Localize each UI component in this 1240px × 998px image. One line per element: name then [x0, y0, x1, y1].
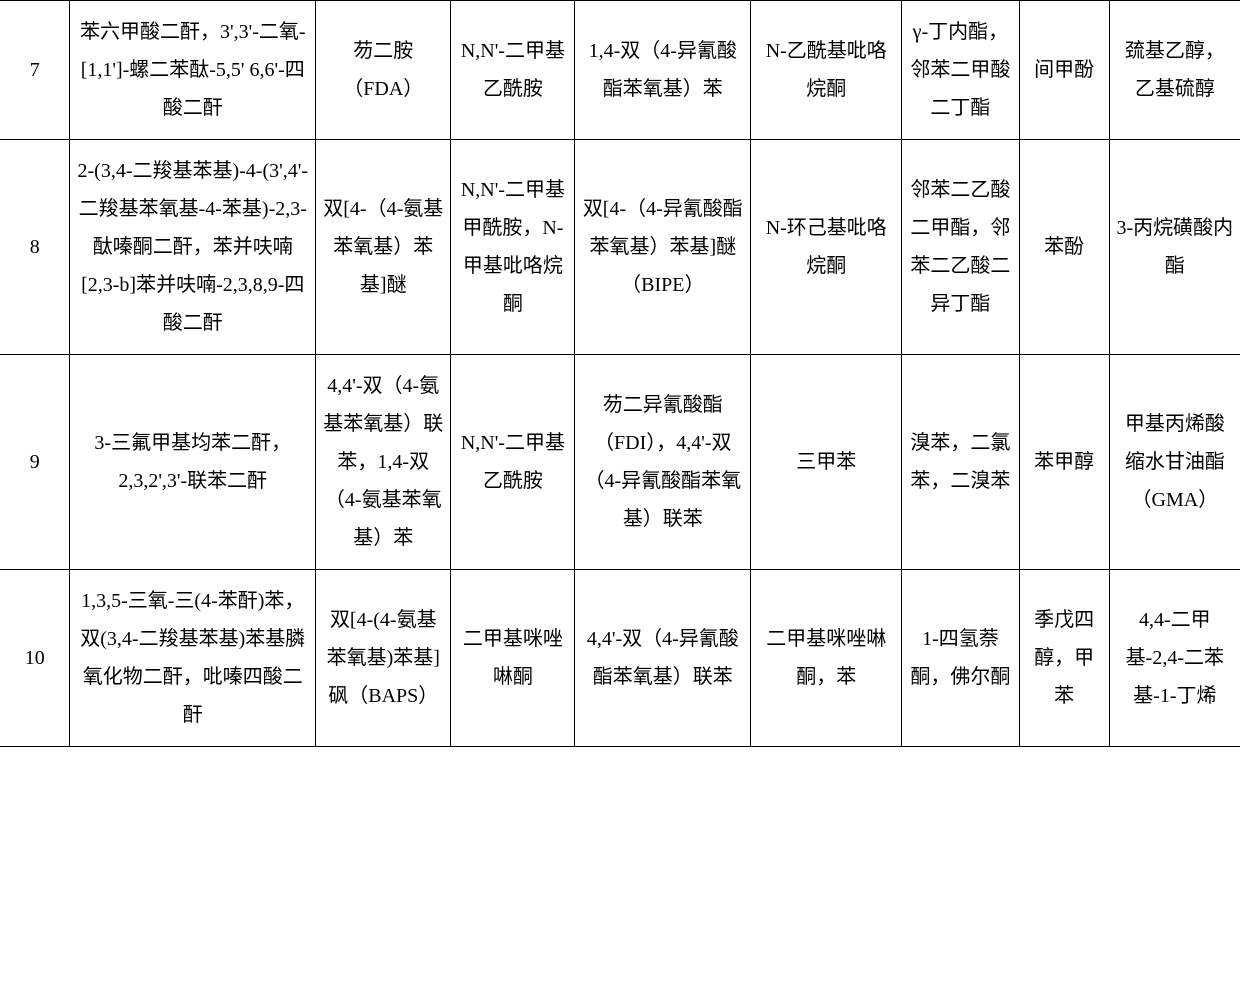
table-cell: 2-(3,4-二羧基苯基)-4-(3',4'-二羧基苯氧基-4-苯基)-2,3-…	[70, 140, 316, 355]
table-cell: N,N'-二甲基乙酰胺	[451, 1, 575, 140]
table-cell: N-环己基吡咯烷酮	[751, 140, 902, 355]
table-row: 10 1,3,5-三氧-三(4-苯酐)苯，双(3,4-二羧基苯基)苯基膦氧化物二…	[0, 570, 1240, 747]
table-cell: 芴二胺（FDA）	[316, 1, 451, 140]
table-cell: 4,4'-双（4-异氰酸酯苯氧基）联苯	[575, 570, 751, 747]
table-cell: 双[4-（4-异氰酸酯苯氧基）苯基]醚（BIPE）	[575, 140, 751, 355]
table-cell: 甲基丙烯酸缩水甘油酯（GMA）	[1109, 355, 1240, 570]
table-cell: N,N'-二甲基甲酰胺，N-甲基吡咯烷酮	[451, 140, 575, 355]
table-cell: 邻苯二乙酸二甲酯，邻苯二乙酸二异丁酯	[902, 140, 1019, 355]
table-cell: 双[4-(4-氨基苯氧基)苯基]砜（BAPS）	[316, 570, 451, 747]
table-cell: 间甲酚	[1019, 1, 1109, 140]
table-cell: N,N'-二甲基乙酰胺	[451, 355, 575, 570]
table-cell: 芴二异氰酸酯（FDI），4,4'-双（4-异氰酸酯苯氧基）联苯	[575, 355, 751, 570]
table-cell: 三甲苯	[751, 355, 902, 570]
table-cell: 4,4'-双（4-氨基苯氧基）联苯，1,4-双（4-氨基苯氧基）苯	[316, 355, 451, 570]
table-cell: 3-三氟甲基均苯二酐，2,3,2',3'-联苯二酐	[70, 355, 316, 570]
table-cell: 苯酚	[1019, 140, 1109, 355]
table-cell: 二甲基咪唑啉酮，苯	[751, 570, 902, 747]
row-index: 10	[0, 570, 70, 747]
table-cell: 3-丙烷磺酸内酯	[1109, 140, 1240, 355]
table-row: 8 2-(3,4-二羧基苯基)-4-(3',4'-二羧基苯氧基-4-苯基)-2,…	[0, 140, 1240, 355]
chemical-table: 7 苯六甲酸二酐，3',3'-二氧-[1,1']-螺二苯酞-5,5' 6,6'-…	[0, 0, 1240, 747]
table-cell: 1,4-双（4-异氰酸酯苯氧基）苯	[575, 1, 751, 140]
table-cell: 溴苯，二氯苯，二溴苯	[902, 355, 1019, 570]
row-index: 8	[0, 140, 70, 355]
row-index: 9	[0, 355, 70, 570]
table-row: 7 苯六甲酸二酐，3',3'-二氧-[1,1']-螺二苯酞-5,5' 6,6'-…	[0, 1, 1240, 140]
table-cell: 苯甲醇	[1019, 355, 1109, 570]
table-cell: 1,3,5-三氧-三(4-苯酐)苯，双(3,4-二羧基苯基)苯基膦氧化物二酐，吡…	[70, 570, 316, 747]
table-row: 9 3-三氟甲基均苯二酐，2,3,2',3'-联苯二酐 4,4'-双（4-氨基苯…	[0, 355, 1240, 570]
table-cell: 4,4-二甲基-2,4-二苯基-1-丁烯	[1109, 570, 1240, 747]
table-cell: 双[4-（4-氨基苯氧基）苯基]醚	[316, 140, 451, 355]
row-index: 7	[0, 1, 70, 140]
table-cell: 苯六甲酸二酐，3',3'-二氧-[1,1']-螺二苯酞-5,5' 6,6'-四酸…	[70, 1, 316, 140]
table-cell: γ-丁内酯，邻苯二甲酸二丁酯	[902, 1, 1019, 140]
table-cell: N-乙酰基吡咯烷酮	[751, 1, 902, 140]
table-cell: 1-四氢萘酮，佛尔酮	[902, 570, 1019, 747]
table-cell: 季戊四醇，甲苯	[1019, 570, 1109, 747]
table-cell: 二甲基咪唑啉酮	[451, 570, 575, 747]
table-cell: 巯基乙醇，乙基硫醇	[1109, 1, 1240, 140]
